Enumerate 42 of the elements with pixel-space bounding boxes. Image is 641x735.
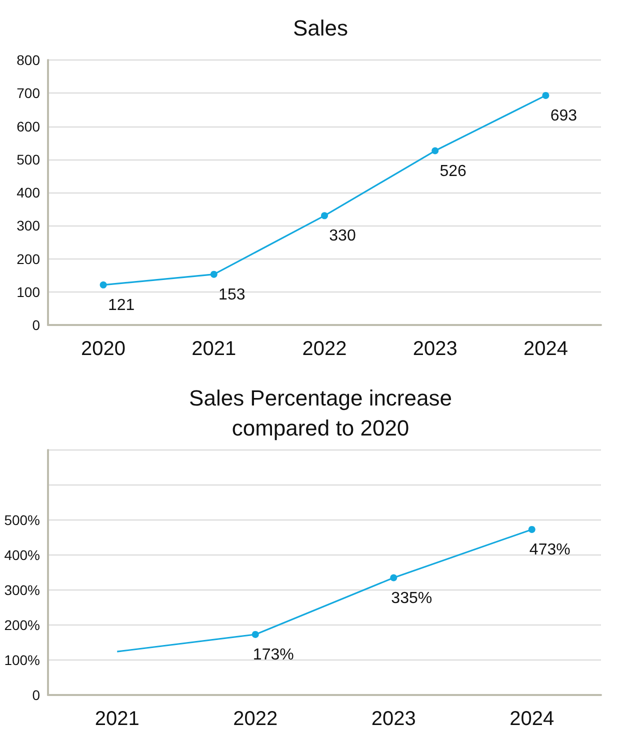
y-tick-label: 600	[16, 118, 40, 134]
y-tick-label: 200%	[4, 617, 40, 633]
data-label: 121	[108, 296, 135, 314]
chart-title: Sales	[292, 16, 348, 40]
data-label: 526	[440, 162, 467, 180]
y-tick-label: 300%	[4, 582, 40, 598]
y-tick-label: 0	[32, 317, 40, 333]
point	[321, 212, 328, 220]
data-label: 693	[550, 107, 578, 124]
x-tick-label: 2022	[233, 708, 278, 730]
x-tick-label: 2021	[192, 338, 236, 360]
point	[252, 630, 259, 638]
data-label: 473%	[529, 541, 570, 558]
x-tick-label: 2024	[523, 338, 568, 360]
point	[432, 147, 439, 154]
chart-title: Sales Percentage increase compared to 2020	[189, 386, 452, 440]
x-tick-label: 2022	[302, 338, 347, 360]
y-tick-label: 300	[16, 218, 40, 234]
y-tick-label: 800	[16, 52, 40, 68]
x-tick-label: 2024	[510, 708, 554, 730]
y-tick-label: 200	[16, 250, 40, 267]
point	[100, 281, 107, 288]
y-tick-label: 500	[16, 151, 40, 168]
x-tick-label: 2023	[412, 338, 458, 360]
y-tick-label: 100	[16, 284, 40, 300]
data-label: 153	[218, 286, 246, 304]
point	[542, 92, 550, 99]
point	[528, 526, 536, 533]
x-tick-label: 2020	[81, 338, 126, 360]
data-label: 330	[329, 228, 356, 245]
x-tick-label: 2023	[371, 708, 416, 730]
y-tick-label: 700	[16, 85, 40, 102]
y-tick-label: 400	[16, 184, 40, 200]
y-tick-label: 0	[32, 687, 40, 703]
point	[210, 270, 218, 278]
y-tick-label: 100%	[4, 652, 40, 668]
data-label: 173%	[252, 646, 294, 664]
point	[390, 574, 398, 582]
x-tick-label: 2021	[94, 708, 140, 730]
data-label: 335%	[391, 590, 432, 607]
y-tick-label: 500%	[4, 512, 40, 528]
y-tick-label: 400%	[4, 547, 40, 563]
